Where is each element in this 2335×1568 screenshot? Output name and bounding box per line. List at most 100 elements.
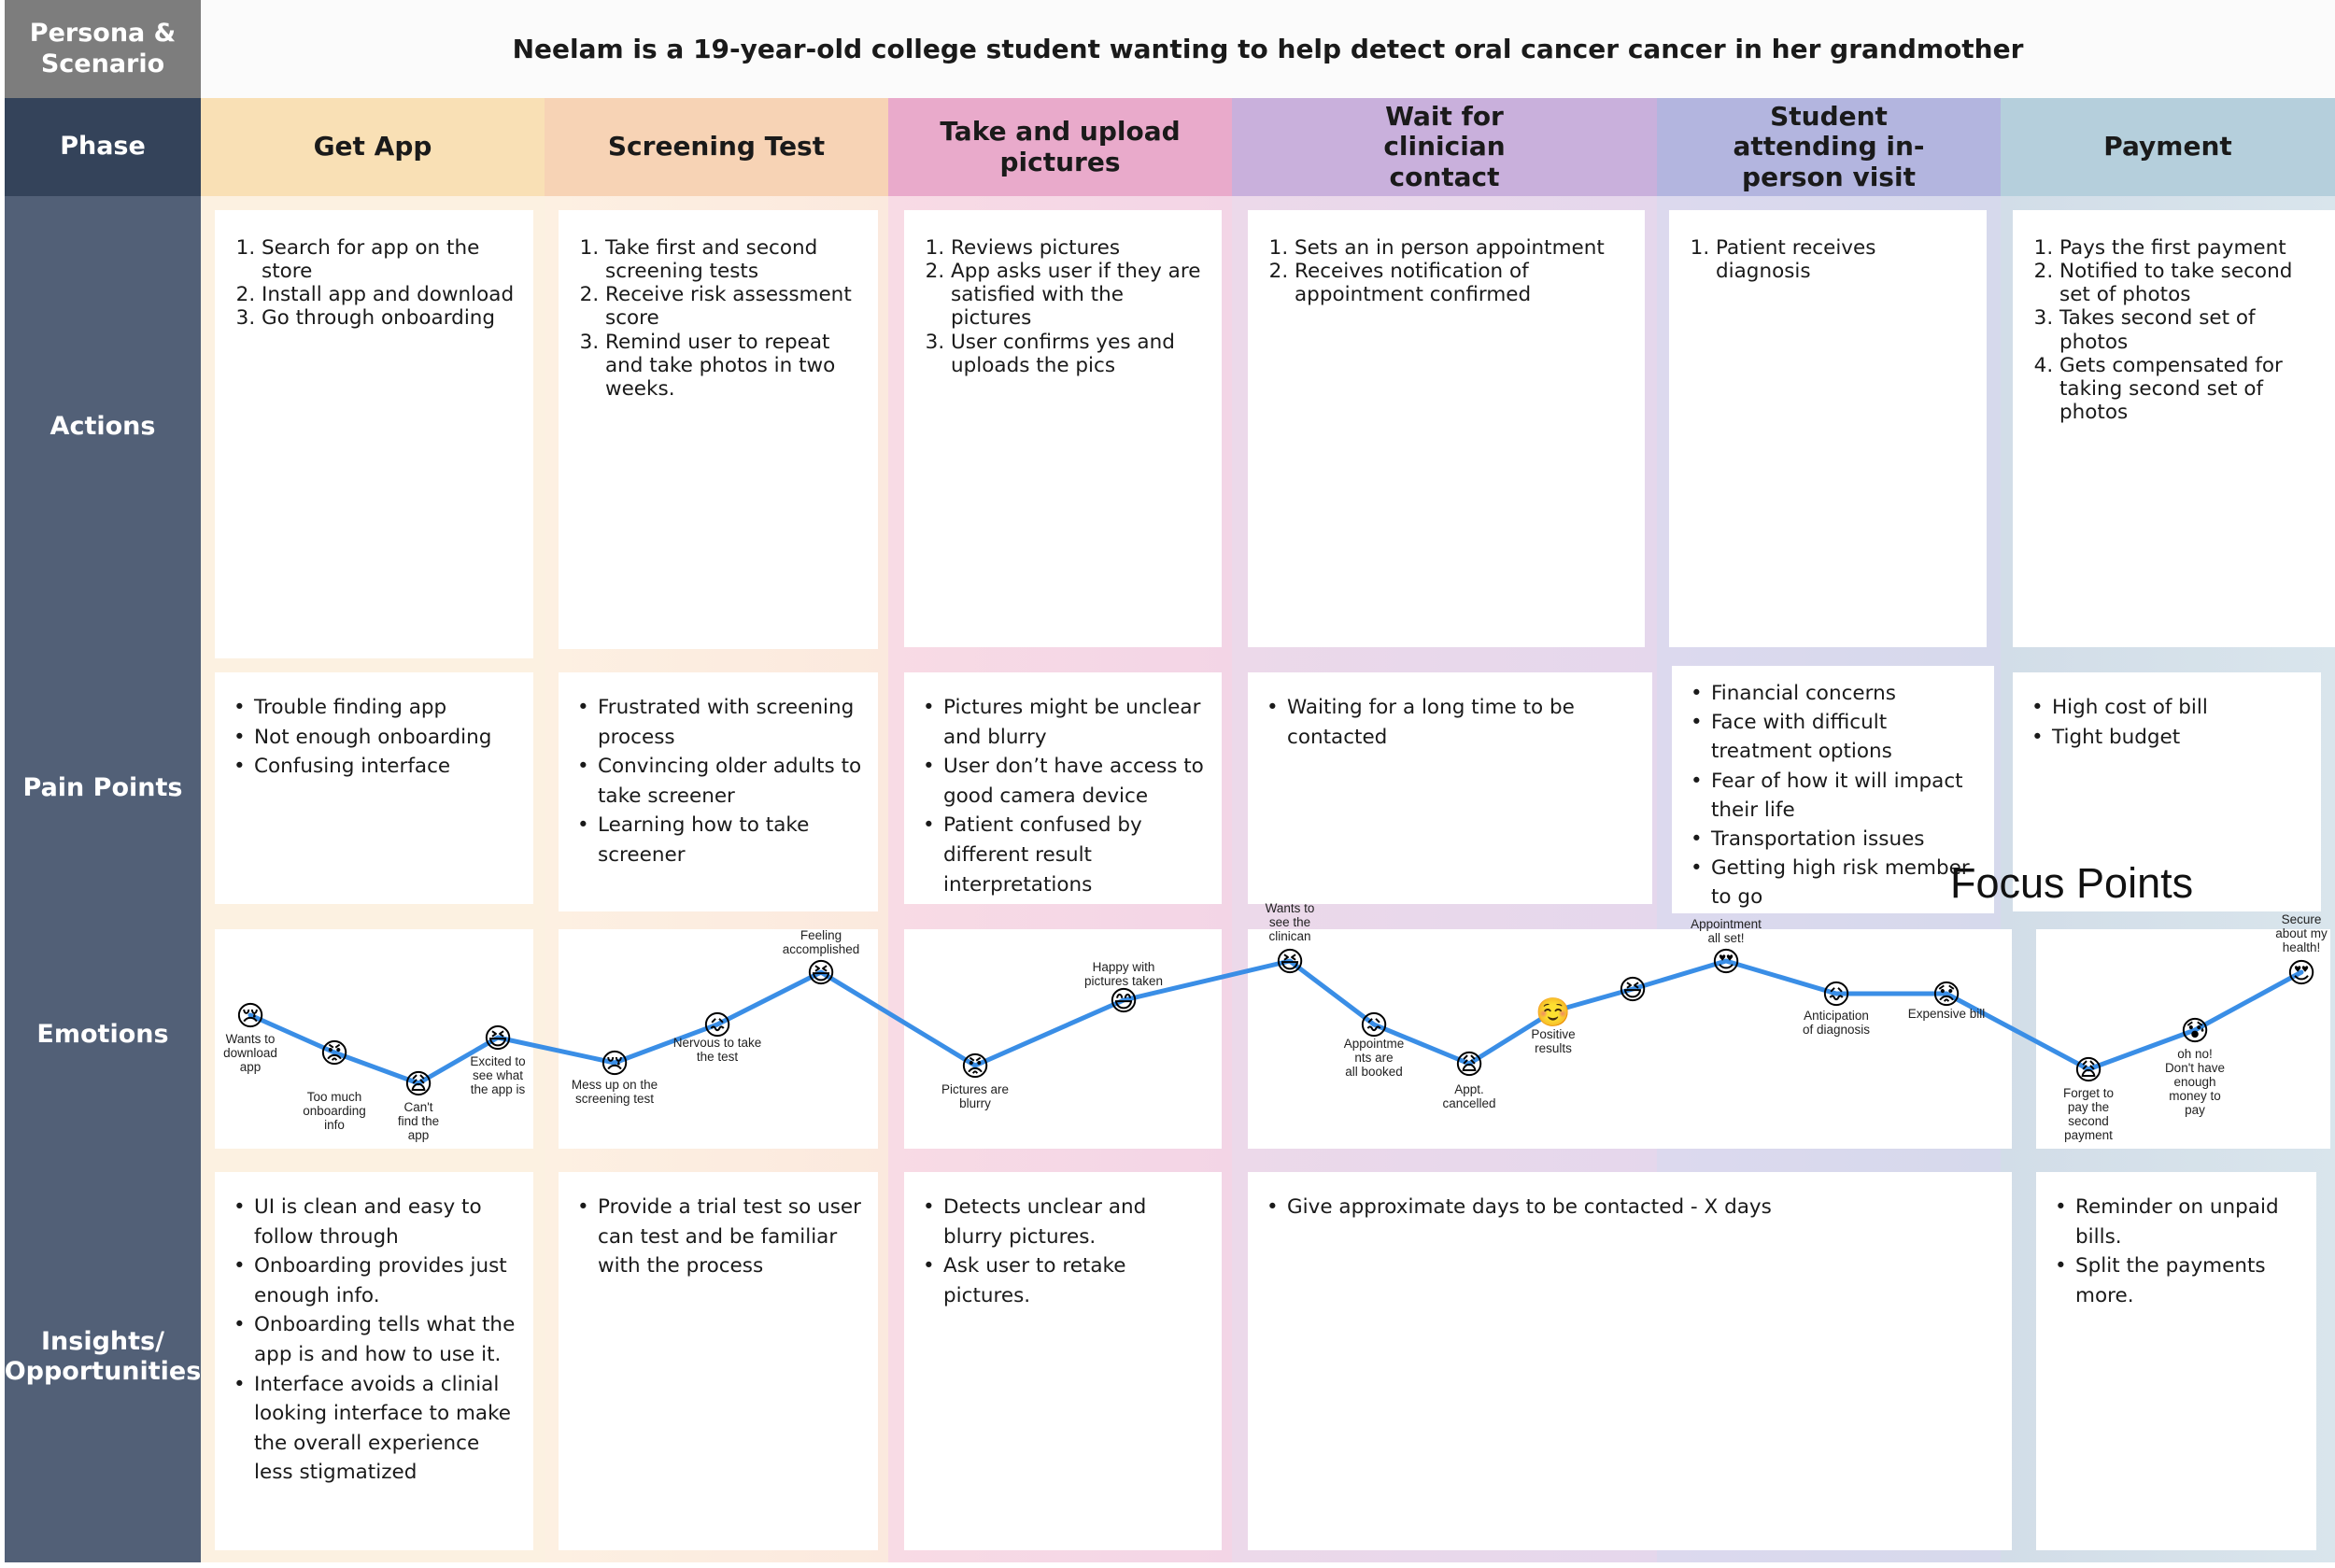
list-item: App asks user if they are satisfied with… [951, 260, 1207, 330]
list-item: Search for app on the store [262, 236, 518, 283]
insights-card-payment: Reminder on unpaid bills.Split the payme… [2036, 1172, 2316, 1550]
emotion-caption: Wants to download app [223, 1032, 277, 1074]
list-item: Take first and second screening tests [605, 236, 863, 283]
grinning-face-icon: 😄 [1109, 985, 1138, 1018]
list-item: User confirms yes and uploads the pics [951, 331, 1207, 377]
actions-card-visit: Patient receives diagnosis [1669, 210, 1987, 647]
list-item: Reviews pictures [951, 236, 1207, 260]
grinning-squinting-face-icon: 😆 [483, 1023, 512, 1055]
insights-card-upload: Detects unclear and blurry pictures.Ask … [904, 1172, 1222, 1550]
confounded-face-icon: 😖 [1821, 979, 1850, 1011]
phase-title: Student attending in-person visit [1733, 101, 1925, 192]
emotion-caption: Excited to see what the app is [470, 1054, 525, 1096]
emotion-caption: Happy with pictures taken [1084, 960, 1163, 988]
crying-face-icon: 😢 [600, 1048, 629, 1081]
list-item: Sets an in person appointment [1295, 236, 1630, 260]
emotion-caption: Forget to pay the second payment [2063, 1086, 2114, 1142]
pain-points-card-screening: Frustrated with screening processConvinc… [559, 672, 878, 911]
emotion-caption: Can't find the app [398, 1100, 439, 1142]
emotion-caption: Appointment all set! [1691, 917, 1762, 945]
weary-face-icon: 😩 [1454, 1049, 1483, 1081]
phase-title: Get App [313, 131, 432, 162]
emotion-caption: Appt. cancelled [1442, 1082, 1495, 1110]
emotions-card-wait-visit [1248, 929, 2012, 1149]
list-item: Onboarding tells what the app is and how… [234, 1310, 518, 1369]
pain-points-card-payment: High cost of billTight budget [2013, 672, 2321, 911]
emotion-line [248, 958, 2304, 1086]
actions-card-screening: Take first and second screening testsRec… [559, 210, 878, 649]
list-item: Interface avoids a clinial looking inter… [234, 1370, 518, 1488]
list-item: Not enough onboarding [234, 723, 518, 753]
list-item: Onboarding provides just enough info. [234, 1251, 518, 1310]
focus-points-label: Focus Points [1950, 859, 2194, 907]
angry-face-icon: 😡 [960, 1051, 989, 1083]
emotion-caption: Mess up on the screening test [572, 1078, 658, 1106]
list-item: Pictures might be unclear and blurry [923, 693, 1207, 752]
list-item: Pays the first payment [2059, 236, 2320, 260]
pain-points-card-upload: Pictures might be unclear and blurryUser… [904, 672, 1222, 904]
weary-face-icon: 😩 [2073, 1054, 2102, 1087]
emotions-card-payment [2036, 929, 2330, 1149]
list-item: UI is clean and easy to follow through [234, 1193, 518, 1251]
phase-title: Wait for clinician contact [1383, 101, 1506, 192]
phase-label: Phase [5, 98, 201, 196]
actions-card-payment: Pays the first paymentNotified to take s… [2013, 210, 2335, 647]
list-item: Transportation issues [1691, 825, 1979, 854]
insights-card-wait-visit: Give approximate days to be contacted - … [1248, 1172, 2012, 1550]
emotion-caption: oh no! Don't have enough money to pay [2165, 1047, 2225, 1117]
worried-face-icon: 😟 [1932, 979, 1960, 1011]
list-item: Patient confused by different result int… [923, 811, 1207, 899]
list-item: High cost of bill [2031, 693, 2306, 723]
list-item: Remind user to repeat and take photos in… [605, 331, 863, 401]
grinning-squinting-face-icon: 😆 [1275, 946, 1304, 979]
list-item: Waiting for a long time to be contacted [1267, 693, 1637, 752]
pain-points-card-wait: Waiting for a long time to be contacted [1248, 672, 1652, 904]
list-item: Receives notification of appointment con… [1295, 260, 1630, 306]
phase-header-wait: Wait for clinician contact [1232, 98, 1657, 196]
list-item: Learning how to take screener [577, 811, 863, 869]
list-item: Patient receives diagnosis [1716, 236, 1972, 283]
list-item: Ask user to retake pictures. [923, 1251, 1207, 1310]
list-item: Gets compensated for taking second set o… [2059, 354, 2320, 424]
list-item: Fear of how it will impact their life [1691, 767, 1979, 825]
actions-card-wait: Sets an in person appointmentReceives no… [1248, 210, 1645, 647]
actions-card-upload: Reviews picturesApp asks user if they ar… [904, 210, 1222, 647]
phase-header-get-app: Get App [201, 98, 545, 196]
list-item: Takes second set of photos [2059, 306, 2320, 353]
list-item: User don’t have access to good camera de… [923, 752, 1207, 811]
list-item: Provide a trial test so user can test an… [577, 1193, 863, 1281]
list-item: Give approximate days to be contacted - … [1267, 1193, 1997, 1222]
pain-points-card-get-app: Trouble finding appNot enough onboarding… [215, 672, 533, 904]
actions-card-get-app: Search for app on the storeInstall app a… [215, 210, 533, 658]
pain-points-label: Pain Points [5, 658, 201, 918]
anxious-face-icon: 😰 [2180, 1015, 2209, 1048]
emotions-card-upload [904, 929, 1222, 1149]
emotion-caption: Too much onboarding info [303, 1090, 366, 1132]
insights-card-get-app: UI is clean and easy to follow throughOn… [215, 1172, 533, 1550]
list-item: Frustrated with screening process [577, 693, 863, 752]
emotion-caption: Nervous to take the test [673, 1036, 762, 1064]
list-item: Convincing older adults to take screener [577, 752, 863, 811]
insights-card-screening: Provide a trial test so user can test an… [559, 1172, 878, 1550]
crying-face-icon: 😢 [235, 1000, 264, 1033]
smiling-face-icon: ☺️ [1535, 996, 1570, 1029]
actions-label: Actions [5, 196, 201, 658]
emotion-caption: Wants to see the clinican [1266, 901, 1315, 943]
weary-face-icon: 😩 [403, 1068, 432, 1101]
emotions-label: Emotions [5, 918, 201, 1151]
emotion-caption: Appointme nts are all booked [1344, 1037, 1405, 1079]
list-item: Reminder on unpaid bills. [2055, 1193, 2301, 1251]
confounded-face-icon: 😖 [1359, 1010, 1388, 1042]
phase-header-upload: Take and upload pictures [888, 98, 1232, 196]
pain-points-card-visit: Financial concernsFace with difficult tr… [1672, 666, 1994, 913]
emotion-caption: Pictures are blurry [941, 1082, 1009, 1110]
phase-title: Take and upload pictures [940, 116, 1181, 177]
list-item: Detects unclear and blurry pictures. [923, 1193, 1207, 1251]
emotion-caption: Anticipation of diagnosis [1803, 1009, 1870, 1037]
phase-header-payment: Payment [2001, 98, 2335, 196]
grinning-squinting-face-icon: 😆 [806, 957, 835, 990]
list-item: Financial concerns [1691, 679, 1979, 708]
heart-eyes-face-icon: 😍 [1711, 946, 1740, 979]
heart-eyes-face-icon: 😍 [2286, 957, 2315, 990]
